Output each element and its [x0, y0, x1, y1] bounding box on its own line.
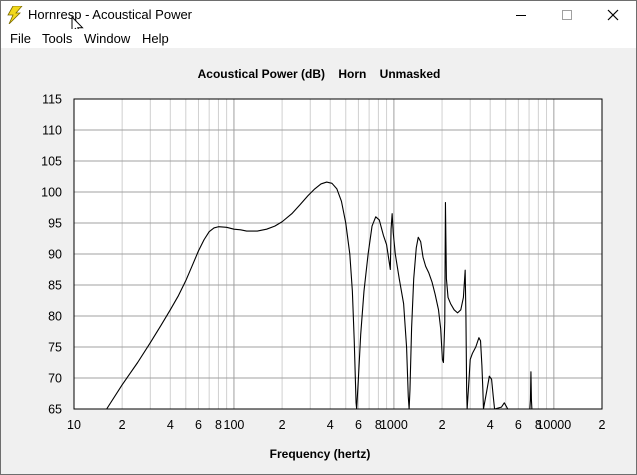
- menu-file[interactable]: File: [10, 31, 31, 46]
- plot-frame: [73, 98, 603, 410]
- x-tick-label: 8: [215, 418, 222, 432]
- menu-help[interactable]: Help: [142, 31, 169, 46]
- x-tick-label: 10000: [536, 418, 571, 432]
- y-axis-ticks: 115 110 105 100 95 90 85 80 75 70 65: [41, 93, 62, 417]
- x-tick-label: 6: [195, 418, 202, 432]
- menu-bar: File Tools Window Help: [1, 29, 636, 48]
- x-tick-label: 2: [279, 418, 286, 432]
- window-title: Hornresp - Acoustical Power: [28, 7, 193, 22]
- y-tick-label: 110: [42, 124, 62, 138]
- x-axis-label: Frequency (hertz): [270, 447, 371, 461]
- x-tick-label: 2: [439, 418, 446, 432]
- maximize-button[interactable]: [544, 1, 590, 29]
- power-curve: [106, 181, 533, 410]
- x-tick-label: 4: [167, 418, 174, 432]
- x-tick-label: 4: [327, 418, 334, 432]
- grid-lines: [74, 99, 602, 409]
- y-tick-label: 100: [41, 186, 62, 200]
- y-tick-label: 105: [41, 155, 62, 169]
- x-tick-label: 8: [375, 418, 382, 432]
- minimize-icon: [516, 15, 526, 16]
- y-tick-label: 95: [48, 217, 62, 231]
- y-tick-label: 85: [48, 279, 62, 293]
- y-tick-label: 75: [48, 341, 62, 355]
- title-bar[interactable]: Hornresp - Acoustical Power: [1, 1, 636, 36]
- y-tick-label: 115: [42, 93, 62, 107]
- chart-title: Acoustical Power (dB) Horn Unmasked: [198, 67, 441, 81]
- power-curve-line: [106, 181, 509, 410]
- power-curve-line: [529, 371, 533, 410]
- y-tick-label: 80: [48, 310, 62, 324]
- x-tick-label: 10: [67, 418, 81, 432]
- acoustical-power-chart: Acoustical Power (dB) Horn Unmasked 1151…: [41, 67, 605, 461]
- close-button[interactable]: [590, 1, 636, 29]
- close-icon: [607, 9, 619, 21]
- chart-area: Acoustical Power (dB) Horn Unmasked 115 1…: [1, 48, 636, 474]
- x-tick-label: 4: [487, 418, 494, 432]
- menu-tools[interactable]: Tools: [42, 31, 73, 46]
- menu-window[interactable]: Window: [84, 31, 131, 46]
- minimize-button[interactable]: [498, 1, 544, 29]
- y-tick-label: 90: [48, 248, 62, 262]
- x-tick-label: 8: [535, 418, 542, 432]
- x-tick-label: 6: [355, 418, 362, 432]
- x-tick-label: 1000: [380, 418, 408, 432]
- x-tick-label: 2: [599, 418, 606, 432]
- y-tick-label: 65: [48, 403, 62, 417]
- y-tick-label: 70: [48, 372, 62, 386]
- lightning-bolt-icon: [7, 6, 23, 24]
- maximize-icon: [562, 10, 572, 20]
- x-tick-label: 100: [224, 418, 245, 432]
- x-tick-label: 6: [515, 418, 522, 432]
- x-tick-label: 2: [119, 418, 126, 432]
